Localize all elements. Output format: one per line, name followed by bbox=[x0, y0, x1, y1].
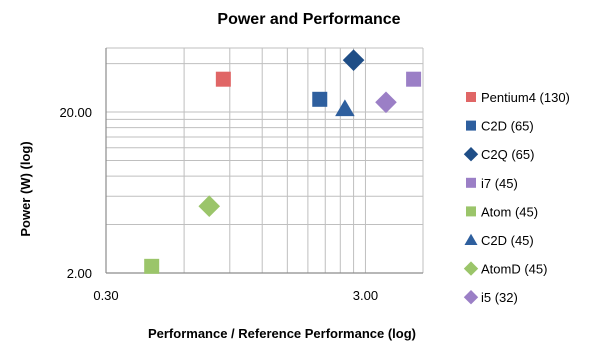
data-point bbox=[198, 195, 221, 218]
legend-label: i5 (32) bbox=[481, 290, 518, 305]
legend-label: C2D (45) bbox=[481, 233, 534, 248]
plot-grid bbox=[105, 47, 424, 274]
legend-label: Pentium4 (130) bbox=[481, 90, 570, 105]
data-point bbox=[335, 99, 355, 117]
data-point bbox=[312, 91, 328, 107]
legend-marker bbox=[463, 147, 479, 162]
legend-marker bbox=[466, 120, 476, 131]
y-tick-label: 20.00 bbox=[59, 105, 92, 120]
legend-marker bbox=[466, 206, 476, 217]
legend-label: Atom (45) bbox=[481, 204, 538, 219]
legend-marker bbox=[464, 233, 478, 245]
data-point bbox=[215, 71, 231, 87]
legend-label: C2D (65) bbox=[481, 119, 534, 134]
legend-marker bbox=[466, 92, 476, 102]
legend-label: C2Q (65) bbox=[481, 147, 534, 162]
chart-title: Power and Performance bbox=[217, 11, 400, 28]
axis-ticks: 0.30 3.00 2.00 20.00 bbox=[59, 105, 378, 303]
x-tick-label: 3.00 bbox=[353, 288, 378, 303]
legend-label: i7 (45) bbox=[481, 176, 518, 191]
y-tick-label: 2.00 bbox=[67, 266, 92, 281]
legend-marker bbox=[463, 261, 479, 276]
data-point bbox=[342, 49, 365, 71]
legend-marker bbox=[463, 290, 479, 305]
data-points bbox=[144, 49, 422, 274]
legend-marker bbox=[466, 177, 476, 188]
x-axis-title: Performance / Reference Performance (log… bbox=[148, 326, 416, 341]
y-axis-title: Power (W) (log) bbox=[18, 141, 33, 236]
legend: Pentium4 (130) C2D (65) C2Q (65) i7 (45) Ato… bbox=[463, 90, 570, 305]
data-point bbox=[144, 258, 160, 274]
data-point bbox=[375, 91, 397, 114]
data-point bbox=[406, 71, 422, 87]
x-tick-label: 0.30 bbox=[93, 288, 118, 303]
legend-label: AtomD (45) bbox=[481, 262, 547, 277]
